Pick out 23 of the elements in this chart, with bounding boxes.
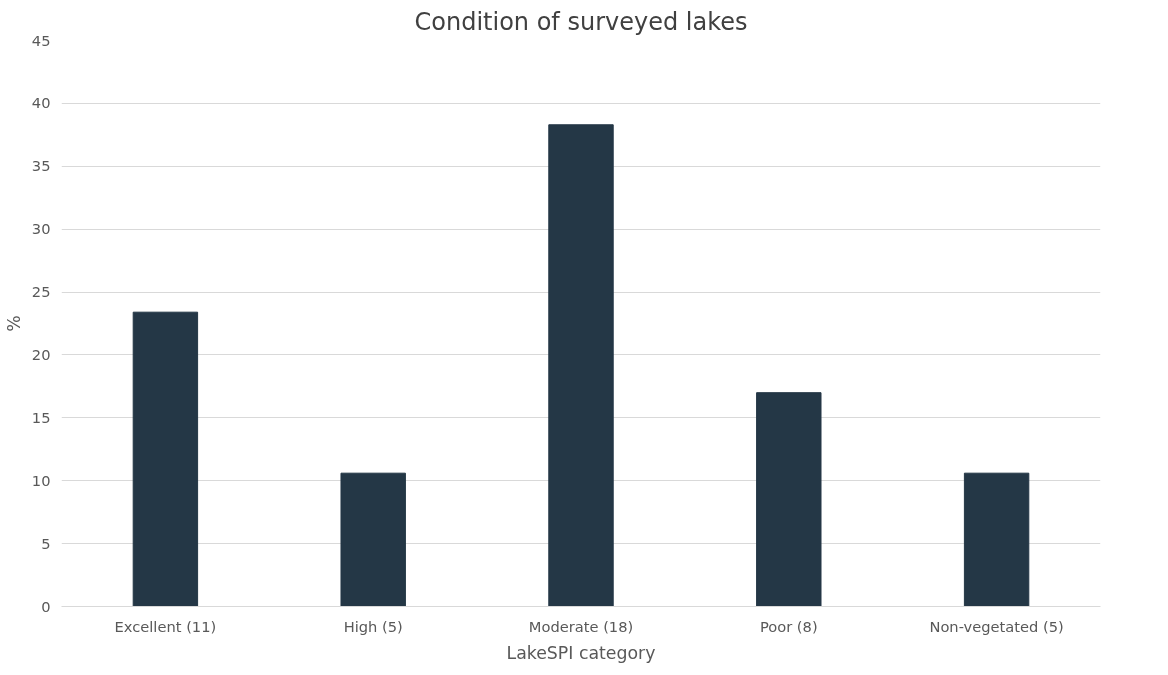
- bar: [132, 311, 199, 607]
- x-axis-title: LakeSPI category: [506, 642, 656, 663]
- y-tick-label: 5: [41, 534, 51, 552]
- y-tick-label: 40: [31, 94, 51, 112]
- x-tick-label: Moderate (18): [528, 617, 634, 635]
- y-tick-label: 0: [41, 597, 51, 615]
- x-tick-label: Excellent (11): [114, 617, 217, 635]
- y-tick-label: 10: [31, 471, 51, 489]
- y-tick-label: 30: [31, 220, 51, 238]
- bar: [963, 472, 1030, 607]
- bar: [756, 392, 822, 607]
- y-tick-label: 20: [31, 345, 51, 363]
- y-tick-label: 45: [31, 31, 51, 49]
- bar: [340, 472, 406, 607]
- x-tick-label: High (5): [343, 617, 403, 635]
- y-tick-label: 25: [31, 283, 51, 301]
- y-axis-title: %: [3, 315, 24, 332]
- x-tick-label: Poor (8): [759, 617, 818, 635]
- chart-title: Condition of surveyed lakes: [414, 7, 748, 36]
- bar: [548, 124, 614, 607]
- y-tick-label: 15: [31, 408, 51, 426]
- y-tick-label: 35: [31, 157, 51, 175]
- x-tick-label: Non-vegetated (5): [929, 617, 1064, 635]
